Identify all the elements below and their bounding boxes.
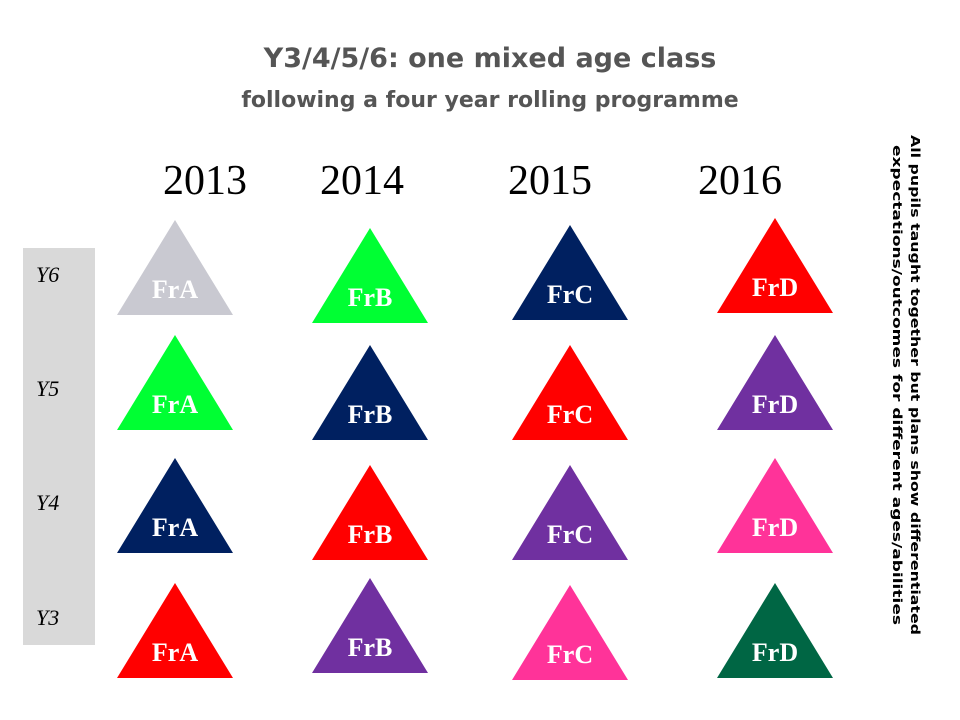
year-group: Y4 xyxy=(36,490,59,515)
year: 2016 xyxy=(698,158,782,204)
triangle-label: FrB xyxy=(348,400,393,429)
triangle xyxy=(717,583,833,678)
triangle xyxy=(717,335,833,430)
triangle xyxy=(717,458,833,553)
triangle xyxy=(117,220,233,315)
triangle-label: FrB xyxy=(348,283,393,312)
triangle-label: FrA xyxy=(152,390,198,419)
triangle xyxy=(117,335,233,430)
title: Y3/4/5/6: one mixed age class xyxy=(263,43,717,74)
triangle-label: FrD xyxy=(752,638,798,667)
year-group: Y6 xyxy=(36,262,59,287)
triangle xyxy=(512,345,628,440)
triangle-label: FrD xyxy=(752,390,798,419)
triangle xyxy=(312,465,428,560)
year: 2015 xyxy=(508,158,592,204)
triangle-label: FrA xyxy=(152,638,198,667)
year-group-bar xyxy=(23,248,95,645)
year: 2013 xyxy=(163,158,247,204)
note: expectations/outcomes for different ages… xyxy=(890,145,905,625)
triangle xyxy=(512,465,628,560)
triangle-label: FrB xyxy=(348,520,393,549)
triangle-label: FrC xyxy=(547,280,593,309)
triangle xyxy=(312,578,428,673)
year-group: Y3 xyxy=(36,605,59,630)
triangle-label: FrC xyxy=(547,640,593,669)
triangle-label: FrA xyxy=(152,275,198,304)
triangle xyxy=(512,225,628,320)
triangle xyxy=(512,585,628,680)
triangle-label: FrB xyxy=(348,633,393,662)
triangle xyxy=(312,228,428,323)
triangle-label: FrC xyxy=(547,520,593,549)
year: 2014 xyxy=(320,158,404,204)
triangle xyxy=(117,458,233,553)
triangle xyxy=(117,583,233,678)
triangle-label: FrA xyxy=(152,513,198,542)
triangle-label: FrC xyxy=(547,400,593,429)
triangle xyxy=(312,345,428,440)
triangle xyxy=(717,218,833,313)
triangle-label: FrD xyxy=(752,273,798,302)
year-group: Y5 xyxy=(36,376,59,401)
note: All pupils taught together but plans sho… xyxy=(908,135,923,635)
subtitle: following a four year rolling programme xyxy=(241,88,738,113)
triangle-label: FrD xyxy=(752,513,798,542)
